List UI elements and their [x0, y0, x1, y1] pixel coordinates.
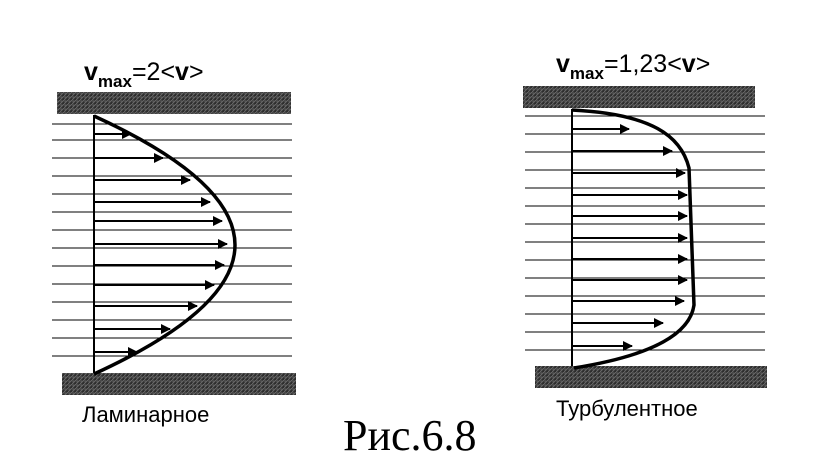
laminar-top-wall: [57, 92, 291, 114]
turbulent-bottom-wall: [535, 366, 767, 388]
laminar-panel: vmax=2<v>: [52, 58, 296, 427]
turbulent-close: >: [696, 50, 711, 78]
laminar-vmax-subscript: max: [98, 72, 133, 91]
turbulent-velocity-profile-curve: [571, 108, 696, 370]
laminar-velocity-profile-curve: [93, 114, 237, 376]
turbulent-top-wall: [523, 86, 755, 108]
turbulent-velocity-vectors: [572, 124, 688, 351]
laminar-bottom-wall: [62, 373, 296, 395]
turbulent-avg-symbol: v: [682, 50, 696, 78]
laminar-velocity-vectors: [94, 129, 228, 357]
turbulent-panel: vmax=1,23<v>: [523, 50, 767, 421]
laminar-streamlines: [52, 123, 292, 357]
laminar-label: Ламинарное: [82, 402, 209, 427]
turbulent-relation: =1,23<: [604, 50, 682, 78]
turbulent-vmax-formula: vmax=1,23<v>: [556, 50, 710, 83]
laminar-relation: =2<: [132, 58, 175, 86]
laminar-vmax-symbol: v: [84, 58, 98, 86]
turbulent-vmax-symbol: v: [556, 50, 570, 78]
laminar-vmax-formula: vmax=2<v>: [84, 58, 204, 91]
laminar-close: >: [189, 58, 204, 86]
turbulent-label: Турбулентное: [556, 396, 698, 421]
laminar-avg-symbol: v: [175, 58, 189, 86]
figure-caption: Рис.6.8: [343, 411, 477, 460]
turbulent-vmax-subscript: max: [570, 64, 605, 83]
